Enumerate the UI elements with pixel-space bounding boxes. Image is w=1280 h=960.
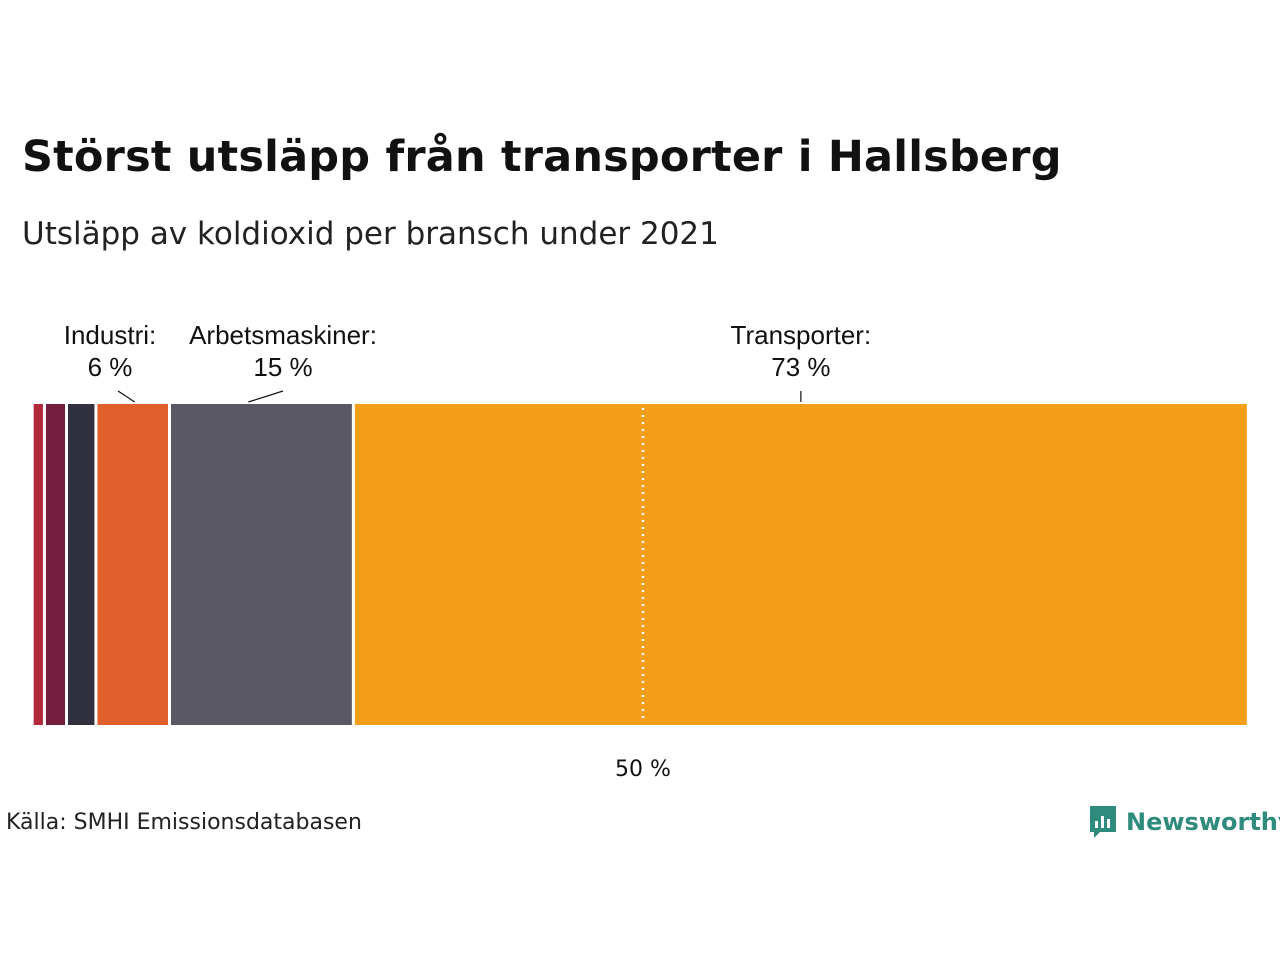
bar-segment-0: [30, 404, 31, 725]
segment-name-label-6: Transporter:: [731, 320, 872, 350]
bar-segment-1: [33, 404, 43, 725]
source-note: Källa: SMHI Emissionsdatabasen: [6, 810, 362, 835]
bar-segment-4: [97, 404, 168, 725]
brand-logo: Newsworthy: [1088, 804, 1280, 840]
chart-title: Störst utsläpp från transporter i Hallsb…: [22, 132, 1062, 182]
segment-value-label-4: 6 %: [88, 352, 133, 382]
reference-line-label: 50 %: [615, 757, 671, 782]
stacked-bar-chart: Industri:6 % Arbetsmaskiner:15 % Transport…: [30, 320, 1247, 782]
bar-segment-6: [354, 404, 1247, 725]
leader-line-4: [117, 390, 136, 403]
chart-subtitle: Utsläpp av koldioxid per bransch under 2…: [22, 216, 719, 252]
segment-name-label-5: Arbetsmaskiner:: [189, 320, 377, 350]
leader-line-5: [248, 390, 284, 403]
newsworthy-logo-icon: [1090, 806, 1116, 838]
segment-value-label-6: 73 %: [771, 352, 830, 382]
bar-segment-2: [45, 404, 66, 725]
segment-name-label-4: Industri:: [64, 320, 157, 350]
segment-value-label-5: 15 %: [253, 352, 312, 382]
bar-segment-3: [68, 404, 95, 725]
bar-segment-5: [170, 404, 352, 725]
brand-name: Newsworthy: [1126, 808, 1280, 836]
